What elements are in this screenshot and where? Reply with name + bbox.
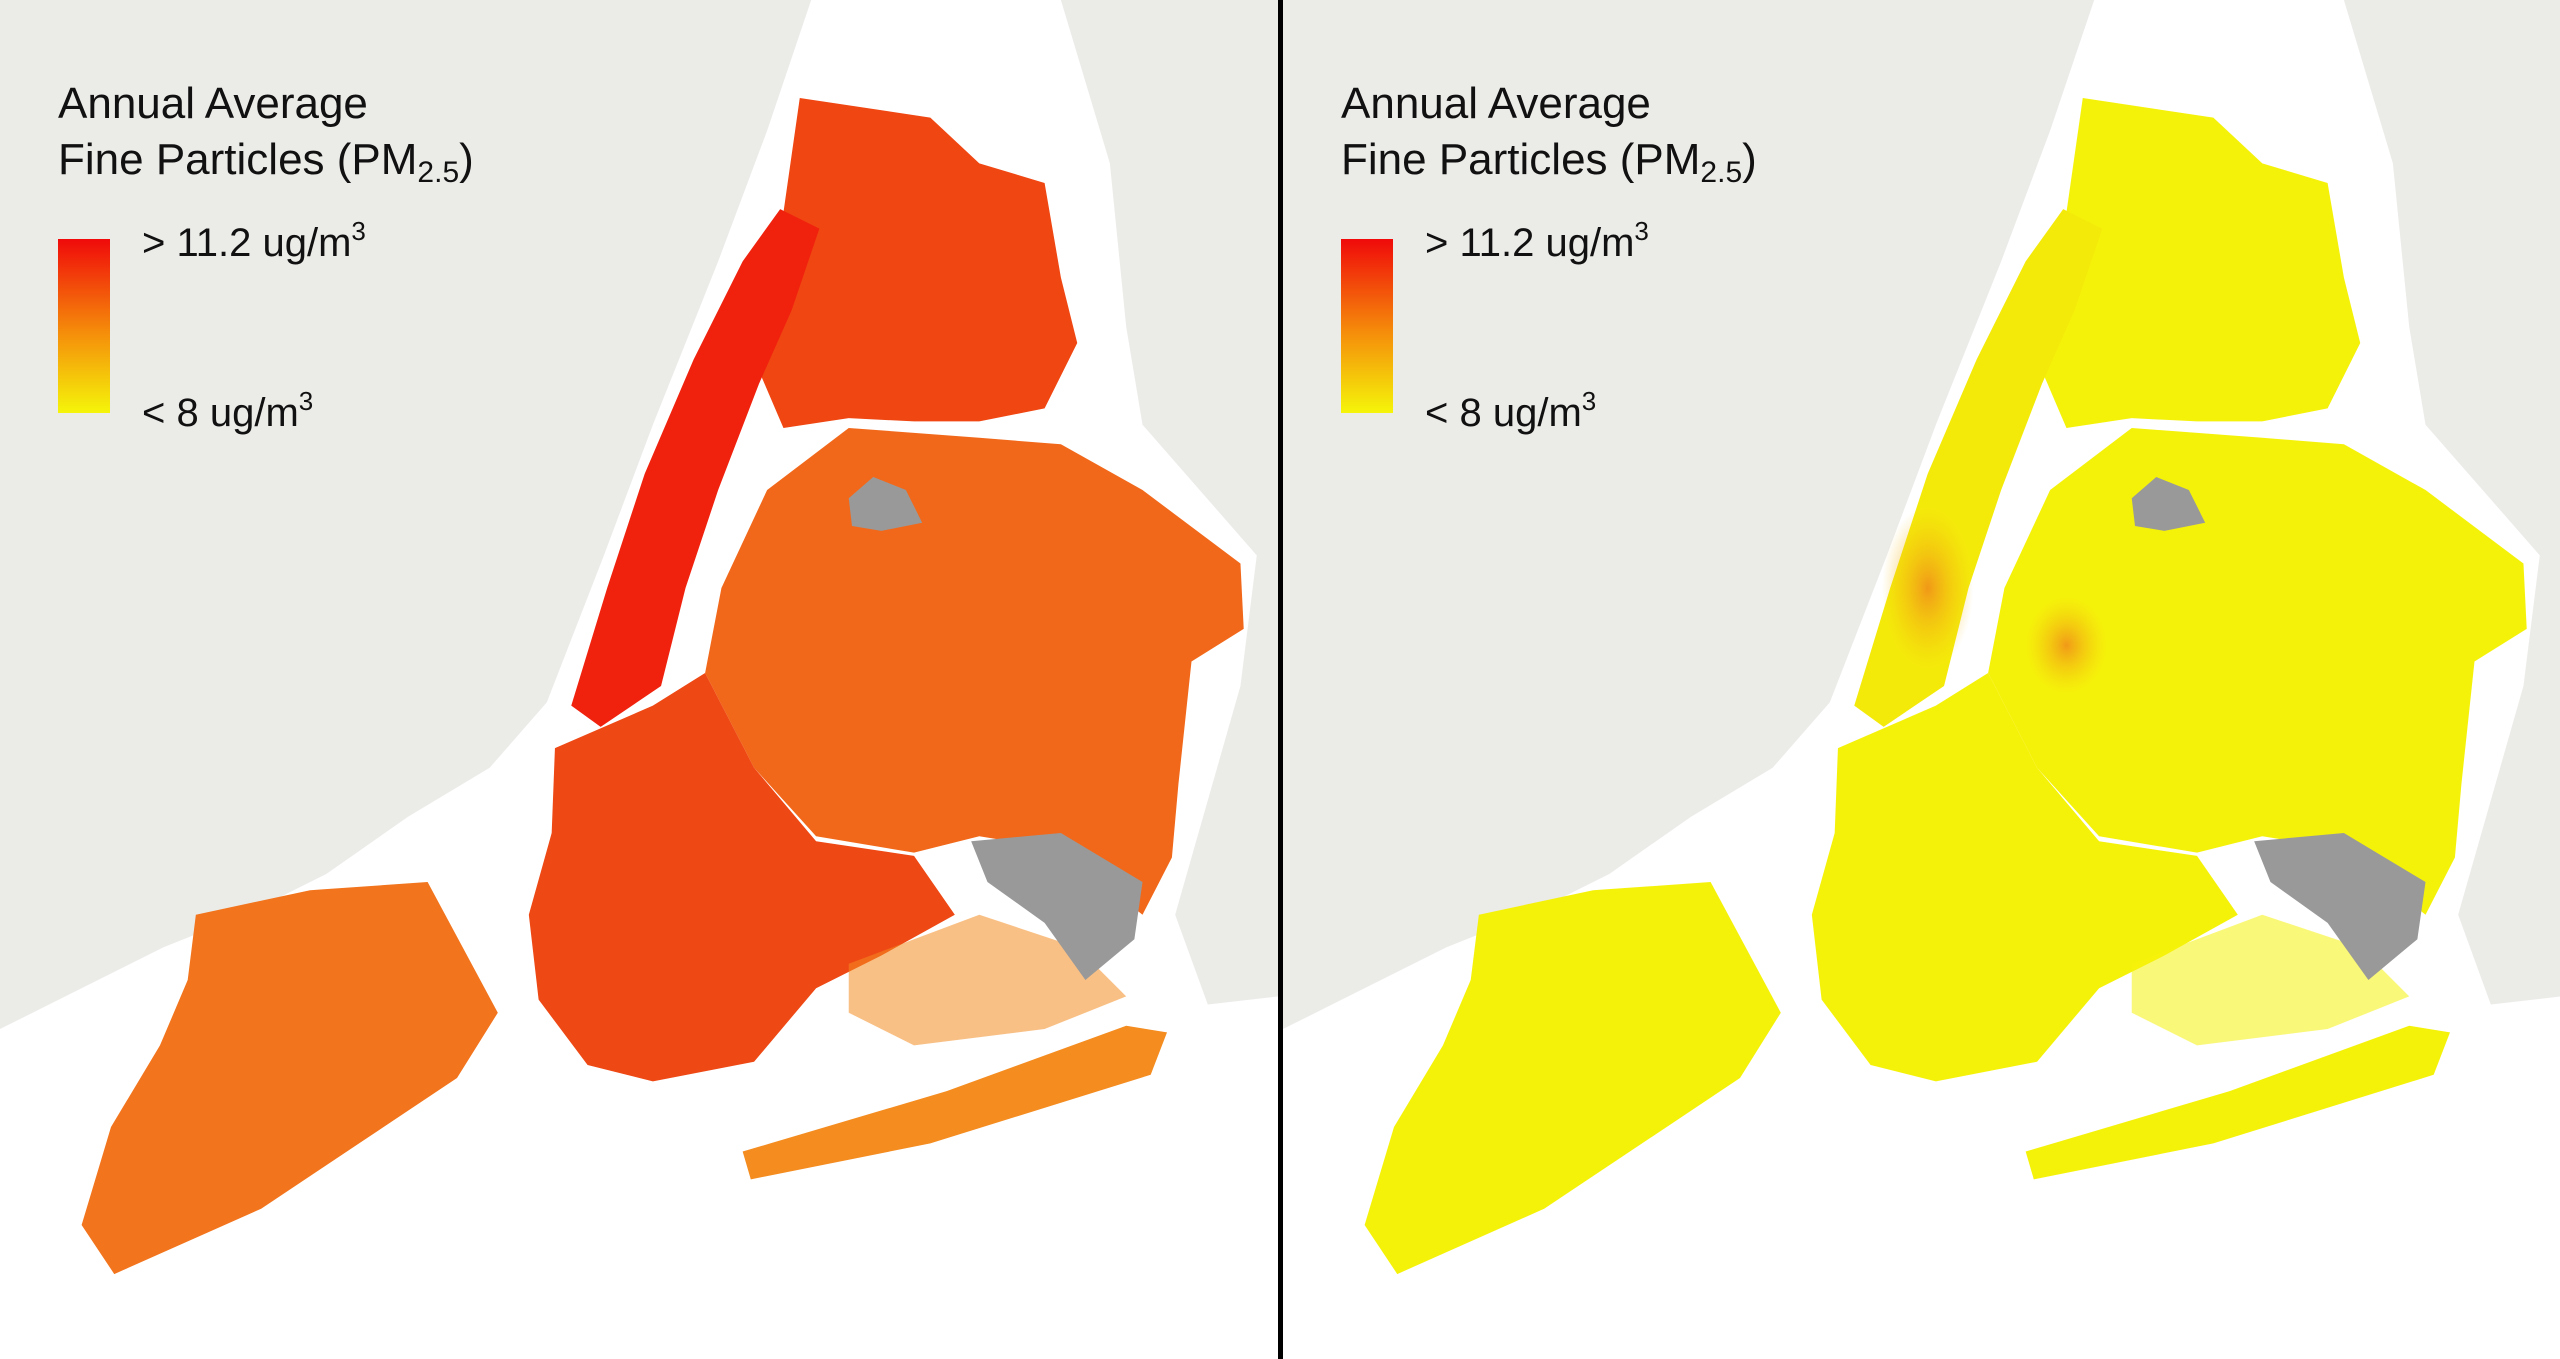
color-scale-bar — [58, 239, 110, 413]
laguardia-airport — [2131, 476, 2206, 531]
new-jersey-land — [1283, 0, 2095, 1030]
low-label-text: < 8 ug/m — [1425, 391, 1582, 435]
jfk-airport — [971, 833, 1143, 981]
legend-title-text: Fine Particles (PM — [58, 135, 418, 184]
legend-title-line1: Annual Average — [1341, 79, 1651, 128]
legend-title-end: ) — [1742, 135, 1757, 184]
borough-bronx — [754, 98, 1078, 428]
laguardia-airport — [848, 476, 923, 531]
high-label-text: > 11.2 ug/m — [1425, 221, 1635, 265]
unit-exponent: 3 — [298, 386, 314, 416]
legend-low-label: < 8 ug/m3 — [1425, 386, 1596, 436]
legend-title-end: ) — [459, 135, 474, 184]
borough-staten-island — [1364, 882, 1781, 1275]
borough-staten-island — [81, 882, 498, 1275]
rockaway-peninsula — [2025, 1025, 2451, 1180]
jfk-airport — [2254, 833, 2426, 981]
pollution-hotspot — [2025, 596, 2108, 695]
legend: Annual Average Fine Particles (PM2.5) > … — [1341, 76, 1757, 435]
borough-brooklyn — [1811, 672, 2238, 1082]
legend-high-label: > 11.2 ug/m3 — [142, 216, 366, 266]
legend-title: Annual Average Fine Particles (PM2.5) — [1341, 76, 1757, 201]
jamaica-bay-islands — [848, 914, 1127, 1046]
borough-brooklyn — [528, 672, 955, 1082]
color-scale-bar — [1341, 239, 1393, 413]
borough-queens — [1988, 427, 2527, 915]
long-island-land — [2343, 0, 2560, 1005]
rockaway-peninsula — [742, 1025, 1168, 1180]
legend-high-label: > 11.2 ug/m3 — [1425, 216, 1649, 266]
long-island-land — [1060, 0, 1278, 1005]
low-label-text: < 8 ug/m — [142, 391, 299, 435]
legend: Annual Average Fine Particles (PM2.5) > … — [58, 76, 474, 435]
pollution-hotspot — [1882, 506, 1974, 670]
legend-title-text: Fine Particles (PM — [1341, 135, 1701, 184]
nyc-map — [0, 0, 1278, 1275]
legend-low-label: < 8 ug/m3 — [142, 386, 313, 436]
legend-title-subscript: 2.5 — [1700, 156, 1743, 189]
new-jersey-land — [0, 0, 812, 1030]
legend-title-line2: Fine Particles (PM2.5) — [1341, 132, 1757, 201]
nyc-map — [1283, 0, 2560, 1275]
borough-manhattan — [571, 209, 820, 727]
legend-title-line2: Fine Particles (PM2.5) — [58, 132, 474, 201]
map-panel-right: Annual Average Fine Particles (PM2.5) > … — [1283, 0, 2560, 1359]
high-label-text: > 11.2 ug/m — [142, 221, 352, 265]
jamaica-bay-islands — [2131, 914, 2410, 1046]
borough-queens — [705, 427, 1244, 915]
legend-title: Annual Average Fine Particles (PM2.5) — [58, 76, 474, 201]
legend-title-line1: Annual Average — [58, 79, 368, 128]
unit-exponent: 3 — [1581, 386, 1597, 416]
borough-bronx — [2037, 98, 2361, 428]
legend-title-subscript: 2.5 — [417, 156, 460, 189]
unit-exponent: 3 — [351, 216, 366, 246]
panel-divider — [1278, 0, 1283, 1359]
unit-exponent: 3 — [1634, 216, 1649, 246]
map-panel-left: Annual Average Fine Particles (PM2.5) > … — [0, 0, 1278, 1359]
